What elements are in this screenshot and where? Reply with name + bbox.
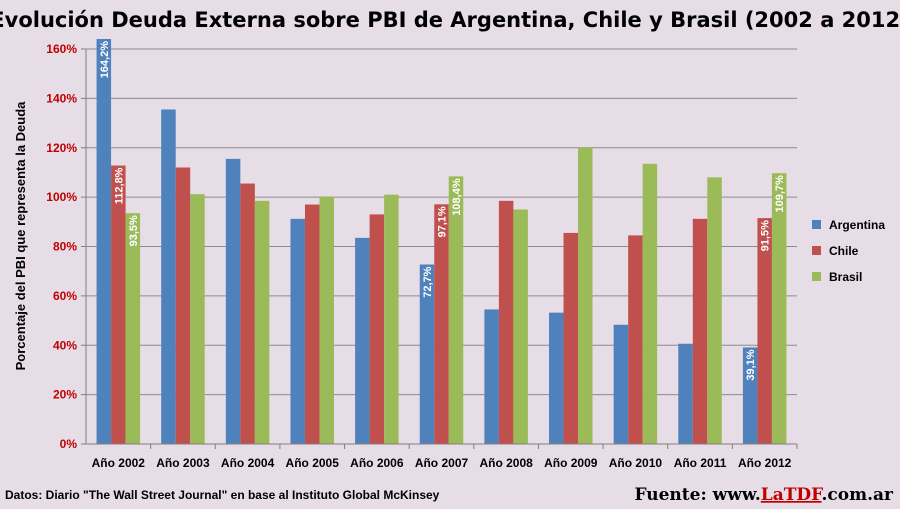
x-tick-label: Año 2003 bbox=[156, 456, 210, 470]
bar-brasil-2002 bbox=[125, 213, 141, 444]
data-label: 164,2% bbox=[99, 41, 111, 79]
legend-swatch-brasil bbox=[812, 272, 821, 281]
bar-argentina-2002 bbox=[96, 39, 112, 444]
data-label: 97,1% bbox=[437, 206, 449, 237]
fuente-prefix: Fuente: www. bbox=[634, 485, 760, 505]
y-tick-label: 160% bbox=[46, 42, 77, 56]
fuente-suffix: .com.ar bbox=[822, 485, 895, 505]
bar-chile-2011 bbox=[692, 218, 708, 444]
x-tick-label: Año 2007 bbox=[415, 456, 469, 470]
bar-chile-2004 bbox=[240, 183, 255, 444]
y-tick-label: 40% bbox=[53, 338, 77, 352]
bar-chile-2007 bbox=[434, 204, 449, 444]
y-tick-label: 60% bbox=[53, 289, 77, 303]
bars bbox=[96, 39, 787, 444]
x-tick-label: Año 2010 bbox=[609, 456, 663, 470]
bar-argentina-2007 bbox=[419, 264, 435, 444]
legend-swatch-argentina bbox=[812, 220, 821, 229]
source-note: Datos: Diario "The Wall Street Journal" … bbox=[5, 488, 440, 502]
x-tick-label: Año 2002 bbox=[92, 456, 146, 470]
chart-title: Evolución Deuda Externa sobre PBI de Arg… bbox=[0, 8, 900, 32]
legend-label-brasil: Brasil bbox=[829, 270, 862, 284]
x-tick-label: Año 2004 bbox=[221, 456, 275, 470]
data-label: 72,7% bbox=[422, 266, 434, 297]
bar-argentina-2011 bbox=[678, 343, 693, 444]
x-tick-label: Año 2006 bbox=[350, 456, 404, 470]
legend-label-argentina: Argentina bbox=[829, 218, 885, 232]
bar-chile-2009 bbox=[563, 232, 579, 444]
bar-argentina-2010 bbox=[613, 324, 629, 444]
x-tick-label: Año 2005 bbox=[286, 456, 340, 470]
bar-argentina-2005 bbox=[290, 218, 305, 444]
data-label: 109,7% bbox=[774, 175, 786, 213]
bar-brasil-2007 bbox=[448, 176, 464, 444]
data-labels: 164,2% 112,8%93,5% 72,7% 97,1%108,4% 39,1% 91… bbox=[99, 41, 786, 381]
y-tick-label: 140% bbox=[46, 91, 77, 105]
x-tick-label: Año 2009 bbox=[544, 456, 598, 470]
bar-brasil-2012 bbox=[771, 173, 787, 444]
data-label: 108,4% bbox=[451, 178, 463, 216]
plot-area: 164,2% 112,8%93,5% 72,7% 97,1%108,4% 39,1% 91… bbox=[46, 39, 798, 470]
x-tick-label: Año 2008 bbox=[479, 456, 533, 470]
data-label: 112,8% bbox=[113, 167, 125, 204]
bar-chile-2010 bbox=[628, 235, 643, 444]
bar-chile-2003 bbox=[175, 167, 191, 444]
data-label: 93,5% bbox=[128, 215, 140, 246]
bar-argentina-2006 bbox=[355, 237, 370, 444]
y-tick-label: 120% bbox=[46, 141, 77, 155]
axes bbox=[85, 49, 798, 449]
bar-argentina-2009 bbox=[549, 312, 564, 444]
bar-brasil-2010 bbox=[642, 163, 658, 444]
bar-brasil-2008 bbox=[513, 209, 528, 444]
bar-argentina-2004 bbox=[225, 158, 241, 444]
fuente-brand: LaTDF bbox=[761, 485, 823, 505]
bar-chile-2008 bbox=[498, 200, 514, 444]
bar-brasil-2005 bbox=[319, 196, 334, 444]
y-tick-labels: 0% 20% 40% 60% 80% 100% 120% 140% 160% bbox=[46, 42, 77, 451]
bar-argentina-2008 bbox=[484, 309, 499, 444]
y-axis-label: Porcentaje del PBI que representa la Deu… bbox=[13, 101, 28, 371]
y-tick-label: 80% bbox=[53, 240, 77, 254]
y-tick-label: 20% bbox=[53, 388, 77, 402]
bar-brasil-2003 bbox=[190, 194, 205, 444]
y-tick-label: 0% bbox=[60, 437, 78, 451]
bar-chile-2002 bbox=[111, 165, 126, 444]
data-label: 39,1% bbox=[745, 349, 757, 380]
legend-swatch-chile bbox=[812, 246, 821, 255]
legend-label-chile: Chile bbox=[829, 244, 859, 258]
bar-brasil-2009 bbox=[578, 147, 593, 444]
x-tick-label: Año 2012 bbox=[738, 456, 792, 470]
x-tick-label: Año 2011 bbox=[674, 456, 727, 470]
bar-argentina-2003 bbox=[161, 109, 176, 444]
legend: Argentina Chile Brasil bbox=[812, 218, 885, 284]
bar-chile-2006 bbox=[369, 214, 385, 444]
data-label: 91,5% bbox=[760, 220, 772, 251]
bar-brasil-2011 bbox=[707, 177, 722, 444]
bar-chile-2012 bbox=[757, 218, 772, 444]
bar-argentina-2012 bbox=[742, 347, 758, 444]
y-tick-label: 100% bbox=[46, 190, 77, 204]
bar-brasil-2004 bbox=[254, 200, 270, 444]
x-tick-labels: Año 2002 Año 2003 Año 2004 Año 2005 Año 2006… bbox=[92, 456, 792, 470]
fuente-credit: Fuente: www.LaTDF.com.ar bbox=[634, 485, 894, 505]
bar-chile-2005 bbox=[304, 204, 320, 444]
bar-brasil-2006 bbox=[384, 194, 399, 444]
